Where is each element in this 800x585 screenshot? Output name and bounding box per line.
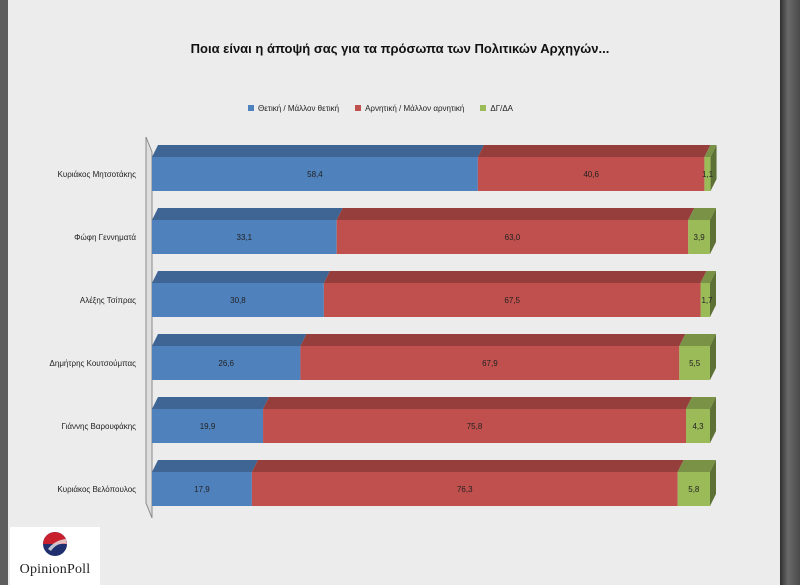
data-label: 19,9 (200, 422, 216, 431)
bar-segment (152, 472, 252, 506)
legend-swatch-positive (248, 105, 254, 111)
data-label: 67,5 (504, 296, 520, 305)
bar-top-face (152, 460, 258, 472)
data-label: 30,8 (230, 296, 246, 305)
data-label: 1,1 (702, 170, 714, 179)
legend-label-negative: Αρνητική / Μάλλον αρνητική (365, 103, 465, 113)
bar-row: Δημήτρης Κουτσούμπας 26,6 67,9 5,5 (50, 334, 716, 380)
bar-segment (704, 157, 711, 191)
bar-segment (336, 220, 689, 254)
data-label: 26,6 (218, 359, 234, 368)
bar-top-face (700, 271, 716, 283)
bar-row: Φώφη Γεννηματά 33,1 63,0 3,9 (74, 208, 716, 254)
bar-side-face (710, 145, 717, 191)
bar-segment (688, 220, 710, 254)
category-label: Κυριάκος Μητσοτάκης (57, 170, 136, 179)
bar-segment (677, 472, 710, 506)
legend-entry-negative: Αρνητική / Μάλλον αρνητική (355, 104, 464, 113)
opinionpoll-logo-mark (43, 532, 67, 556)
bar-segment (477, 157, 705, 191)
bar-segment (323, 283, 701, 317)
legend-label-dk-na: ΔΓ/ΔΑ (490, 103, 513, 113)
legend: Θετική / Μάλλον θετική Αρνητική / Μάλλον… (248, 102, 513, 114)
data-label: 5,5 (689, 359, 701, 368)
bar-top-face (152, 334, 307, 346)
bar-top-face (677, 460, 716, 472)
bar-segment (700, 283, 710, 317)
bar-top-face (679, 334, 716, 346)
bar-segment (679, 346, 710, 380)
data-label: 76,3 (457, 485, 473, 494)
bar-top-face (263, 397, 693, 409)
category-label: Κυριάκος Βελόπουλος (57, 485, 136, 494)
data-label: 40,6 (583, 170, 599, 179)
data-label: 17,9 (194, 485, 210, 494)
bar-segment (152, 409, 264, 443)
bar-top-face (704, 145, 717, 157)
legend-entry-dk-na: ΔΓ/ΔΑ (480, 104, 513, 113)
bar-top-face (477, 145, 711, 157)
bar-side-face (710, 334, 716, 380)
bar-segment (152, 283, 324, 317)
bar-segment (152, 220, 337, 254)
bar-row: Κυριάκος Βελόπουλος 17,9 76,3 5,8 (57, 460, 716, 506)
legend-entry-positive: Θετική / Μάλλον θετική (248, 104, 339, 113)
chart-title: Ποια είναι η άποψή σας για τα πρόσωπα τω… (190, 41, 610, 56)
bar-top-face (152, 271, 330, 283)
bar-top-face (152, 397, 270, 409)
data-label: 67,9 (482, 359, 498, 368)
window-edge (780, 0, 800, 585)
data-label: 1,7 (701, 296, 713, 305)
bar-side-face (710, 208, 716, 254)
bar-top-face (686, 397, 716, 409)
bar-row: Αλέξης Τσίπρας 30,8 67,5 1,7 (80, 271, 716, 317)
category-label: Γιάννης Βαρουφάκης (62, 422, 137, 431)
bar-row: Γιάννης Βαρουφάκης 19,9 75,8 4,3 (62, 397, 716, 443)
category-label: Φώφη Γεννηματά (74, 233, 136, 242)
legend-swatch-negative (355, 105, 362, 111)
bar-top-face (152, 208, 343, 220)
category-label: Δημήτρης Κουτσούμπας (50, 359, 137, 368)
bar-top-face (688, 208, 716, 220)
axis-wall (145, 136, 153, 519)
bar-row: Κυριάκος Μητσοτάκης 58,4 40,6 1,1 (57, 145, 717, 191)
bar-top-face (336, 208, 695, 220)
bar-segment (300, 346, 680, 380)
data-label: 5,8 (688, 485, 700, 494)
legend-label-positive: Θετική / Μάλλον θετική (258, 103, 340, 113)
bar-side-face (710, 271, 716, 317)
bar-side-face (710, 397, 716, 443)
data-label: 63,0 (505, 233, 521, 242)
data-label: 3,9 (694, 233, 706, 242)
bar-top-face (152, 145, 484, 157)
data-label: 75,8 (467, 422, 483, 431)
category-label: Αλέξης Τσίπρας (80, 296, 136, 305)
legend-swatch-dk-na (480, 105, 487, 111)
data-label: 4,3 (692, 422, 704, 431)
bar-side-face (710, 460, 716, 506)
bar-segment (152, 346, 301, 380)
bar-top-face (251, 460, 684, 472)
data-label: 58,4 (307, 170, 323, 179)
bar-segment (251, 472, 678, 506)
data-label: 33,1 (237, 233, 253, 242)
logo-text: OpinionPoll (19, 562, 91, 577)
bar-top-face (300, 334, 686, 346)
logo: OpinionPoll (10, 527, 100, 585)
bar-segment (686, 409, 710, 443)
bar-segment (263, 409, 687, 443)
bar-top-face (323, 271, 707, 283)
bar-segment (152, 157, 478, 191)
